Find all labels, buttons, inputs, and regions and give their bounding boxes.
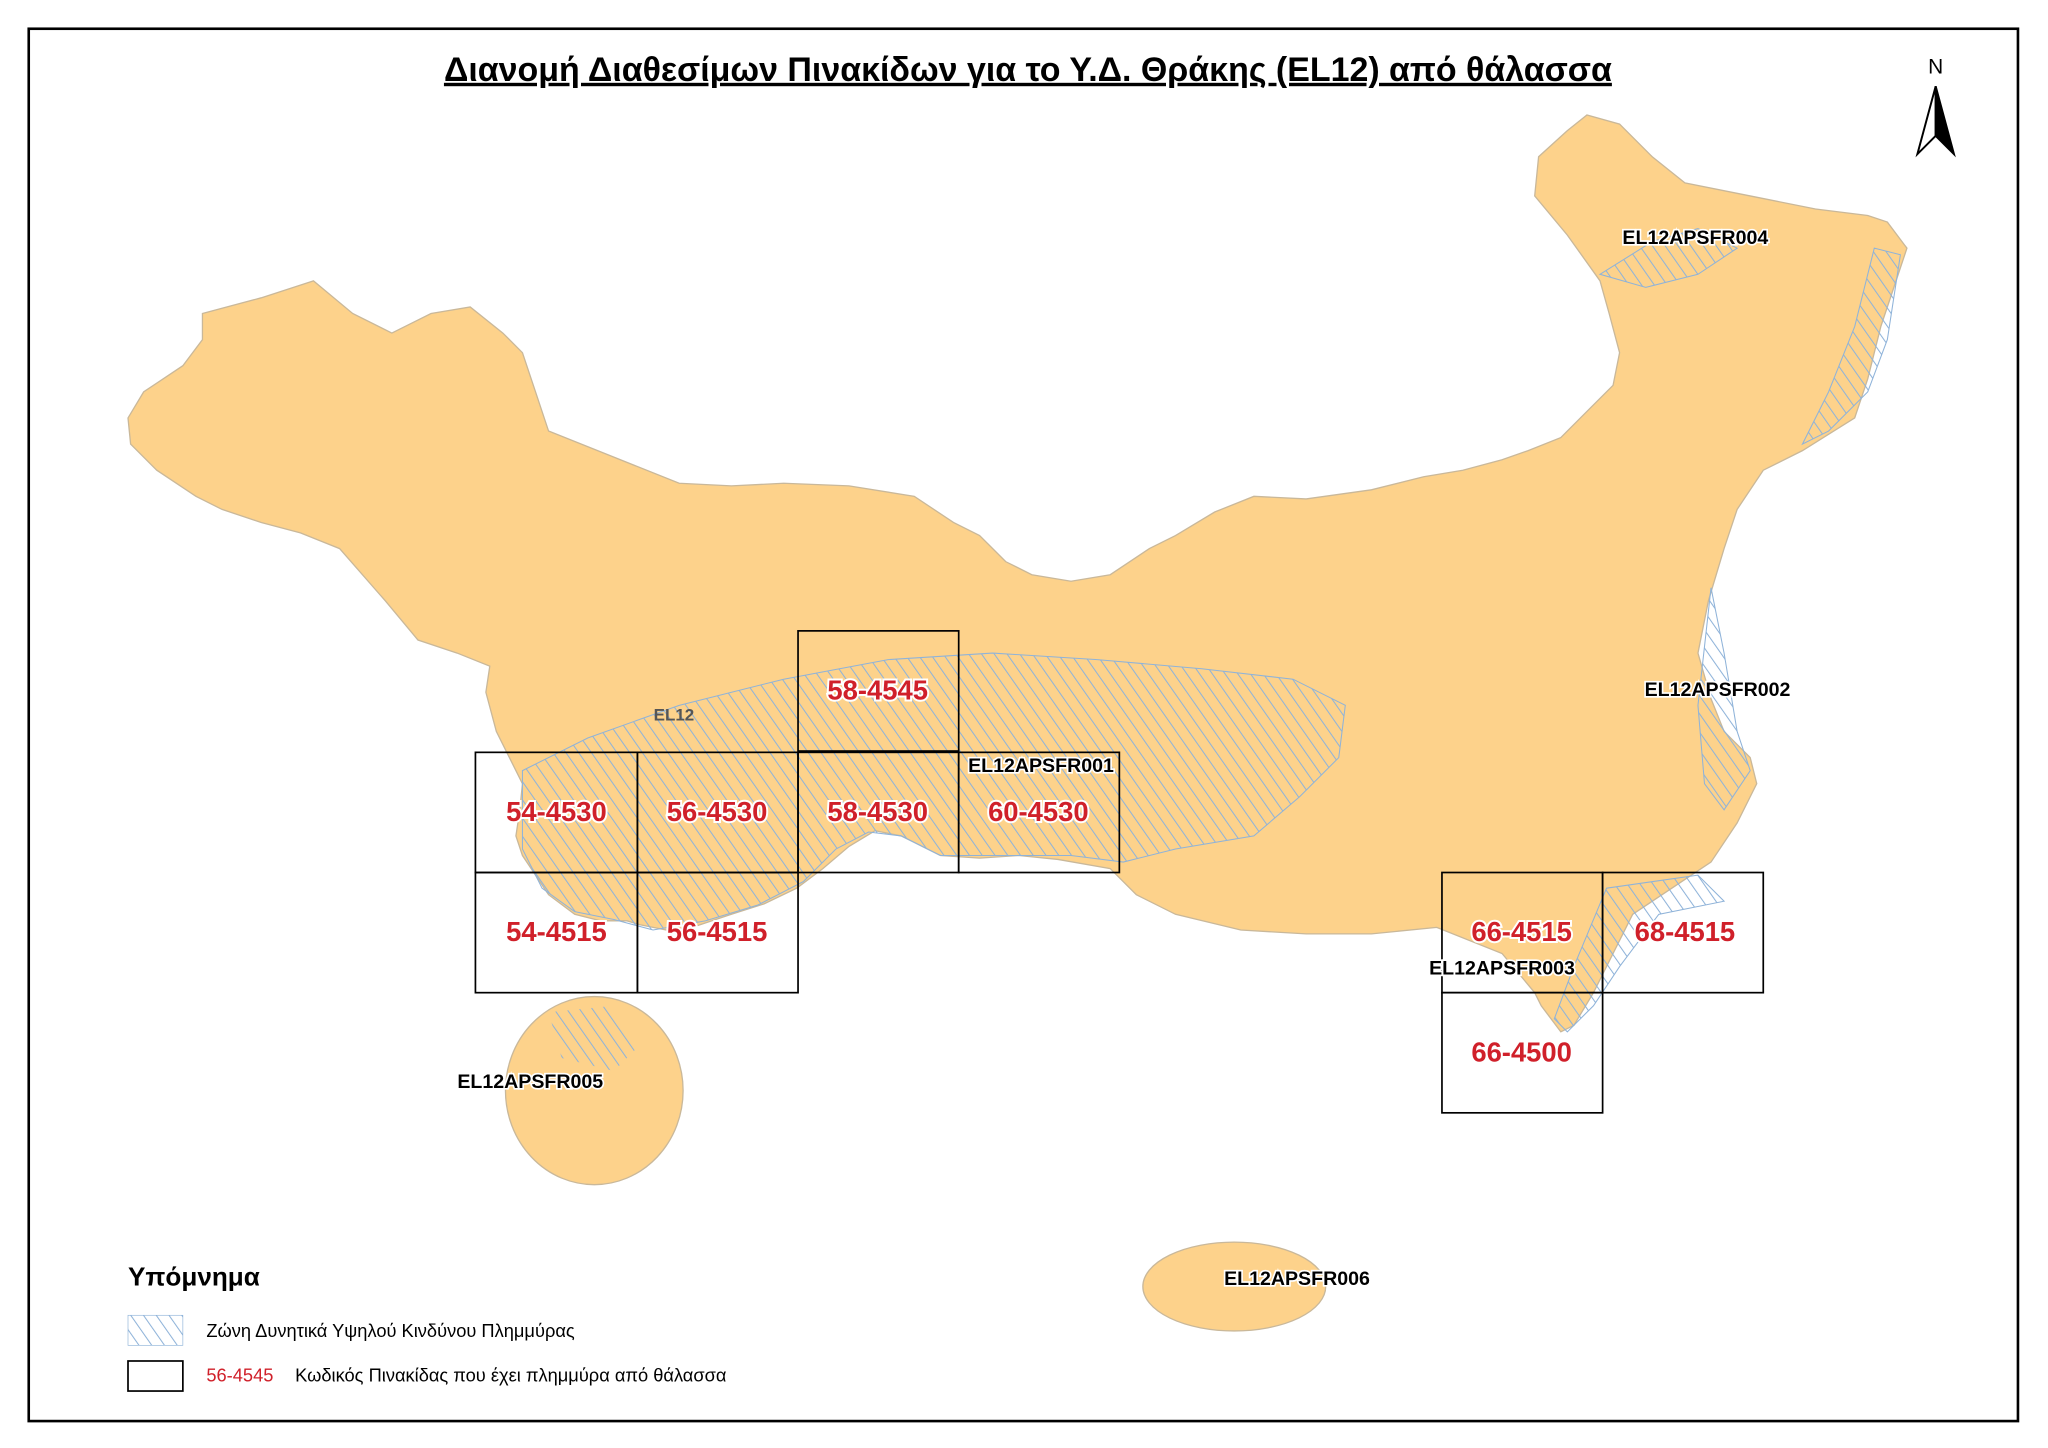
tile-code: 56-4530	[667, 796, 768, 827]
district-label: EL12	[654, 705, 695, 724]
tile: 66-4500	[1441, 991, 1604, 1114]
tile-code: 58-4530	[827, 796, 928, 827]
frame	[27, 27, 2020, 1423]
tile: 58-4545	[797, 630, 960, 752]
area-label: EL12APSFR003	[1429, 957, 1575, 979]
tile-code: 58-4545	[827, 675, 928, 706]
area-label: EL12APSFR004	[1622, 227, 1768, 249]
tile: 58-4530	[797, 751, 960, 874]
area-label: EL12APSFR006	[1224, 1268, 1370, 1290]
legend-tile-example: 56-4545	[206, 1364, 273, 1385]
map-title: Διανομή Διαθεσίμων Πινακίδων για το Υ.Δ.…	[444, 51, 1612, 89]
tile: 54-4515	[474, 871, 639, 994]
legend-hatch-swatch	[127, 1314, 184, 1346]
tile-code: 66-4500	[1471, 1036, 1572, 1067]
tile-code: 56-4515	[667, 916, 768, 947]
north-arrow	[1934, 85, 1956, 158]
tile-code: 66-4515	[1471, 916, 1572, 947]
island-samothraki	[1142, 1241, 1327, 1332]
hatched-flood-zone	[521, 228, 1901, 1033]
legend-label: Ζώνη Δυνητικά Υψηλού Κινδύνου Πλημμύρας	[206, 1320, 575, 1341]
tile: 56-4515	[636, 871, 799, 994]
area-label: EL12APSFR005	[457, 1071, 603, 1093]
tile-code: 54-4515	[506, 916, 607, 947]
tile-code: 68-4515	[1635, 916, 1736, 947]
tile: 68-4515	[1601, 871, 1765, 994]
legend-label: Κωδικός Πινακίδας που έχει πλημμύρα από …	[295, 1364, 727, 1385]
tile: 66-4515	[1441, 871, 1604, 994]
island-hatch	[548, 1005, 640, 1072]
tile-code: 54-4530	[506, 796, 607, 827]
legend-tile-swatch	[127, 1360, 184, 1392]
tile: 56-4530	[636, 751, 799, 874]
legend-title: Υπόμνημα	[128, 1262, 260, 1292]
north-label: N	[1928, 55, 1943, 78]
tile-code: 60-4530	[988, 796, 1089, 827]
area-label: EL12APSFR002	[1645, 679, 1791, 701]
tile: 60-4530	[957, 751, 1121, 874]
area-label: EL12APSFR001	[968, 755, 1114, 777]
